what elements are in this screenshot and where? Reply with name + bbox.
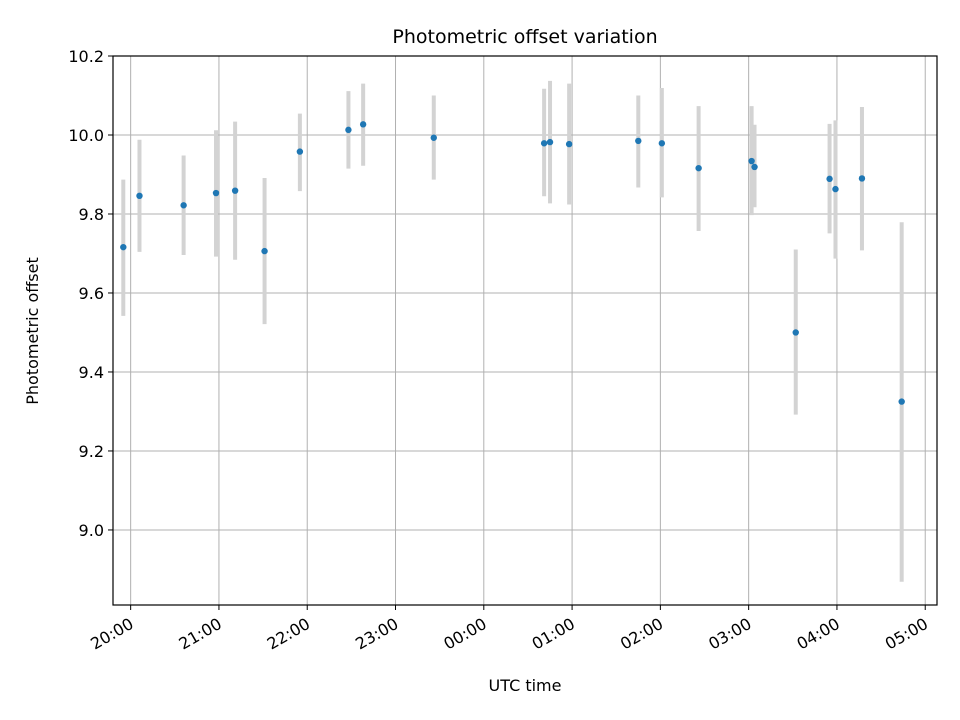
- data-points: [120, 121, 905, 405]
- y-tick-label: 9.4: [79, 363, 104, 382]
- data-point: [359, 121, 367, 128]
- data-point: [212, 189, 220, 197]
- y-axis-label: Photometric offset: [23, 257, 42, 405]
- data-point: [546, 138, 554, 146]
- data-point: [261, 247, 268, 255]
- data-point: [858, 175, 866, 182]
- data-point: [748, 157, 755, 165]
- data-point: [826, 175, 833, 183]
- y-tick-label: 9.8: [79, 205, 104, 224]
- y-tick-label: 9.2: [79, 442, 104, 461]
- data-point: [540, 140, 548, 147]
- data-point: [898, 398, 905, 405]
- y-tick-label: 9.0: [79, 521, 104, 540]
- x-axis-label: UTC time: [489, 676, 562, 695]
- data-point: [136, 192, 143, 200]
- data-point: [792, 329, 799, 336]
- data-point: [635, 137, 642, 145]
- y-tick-label: 10.2: [68, 47, 104, 66]
- data-point: [345, 126, 352, 134]
- data-point: [751, 163, 758, 171]
- y-tick-label: 10.0: [68, 126, 104, 145]
- data-point: [658, 140, 666, 147]
- data-point: [231, 187, 239, 194]
- data-point: [832, 185, 839, 193]
- data-point: [695, 164, 702, 172]
- chart-title: Photometric offset variation: [392, 26, 657, 48]
- plot-frame: [112, 55, 938, 606]
- data-point: [180, 202, 187, 209]
- data-point: [296, 148, 304, 155]
- y-axis-ticks: 9.0 9.2 9.4 9.6 9.8 10.0 10.2: [68, 47, 113, 540]
- data-point: [565, 140, 573, 148]
- data-point: [120, 243, 127, 251]
- data-point: [430, 134, 437, 141]
- y-tick-label: 9.6: [79, 284, 104, 303]
